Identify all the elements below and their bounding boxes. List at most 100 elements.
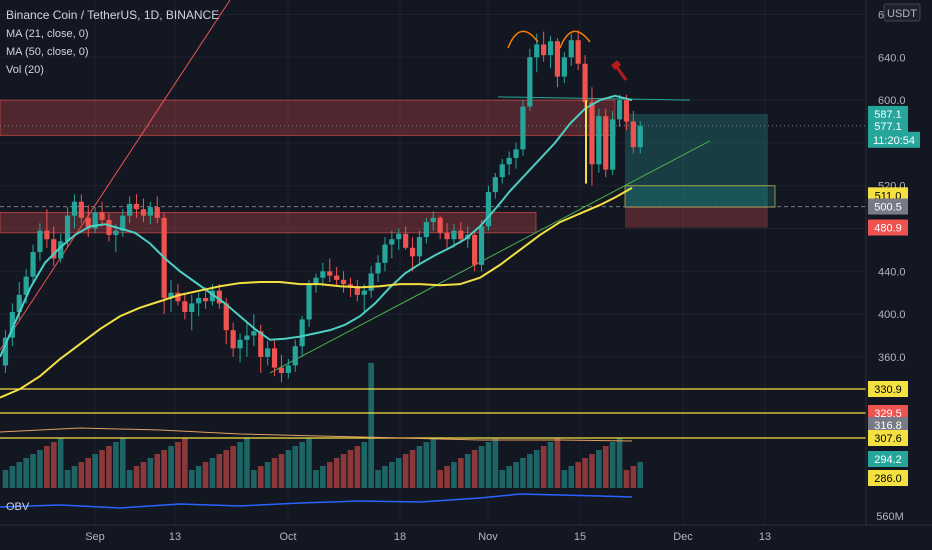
volume-bar (264, 462, 271, 488)
candle-body (106, 219, 112, 235)
x-tick-label: Nov (478, 531, 498, 543)
volume-bar (368, 363, 374, 488)
candle-body (430, 217, 436, 223)
candle-body (361, 290, 367, 295)
legend-obv[interactable]: OBV (6, 501, 30, 513)
volume-bar (251, 470, 257, 488)
x-tick-label: 13 (169, 531, 181, 543)
volume-bar (354, 446, 361, 488)
zones-layer (0, 99, 866, 234)
legend-ma21[interactable]: MA (21, close, 0) (6, 28, 89, 40)
volume-bar (623, 470, 630, 488)
candle-body (120, 215, 126, 231)
volume-bar (106, 446, 112, 488)
volume-bar (347, 450, 354, 488)
candle-body (182, 301, 188, 312)
volume-bar (361, 442, 368, 488)
volume-bar (71, 466, 78, 488)
volume-bar (458, 458, 464, 488)
trendline-steep (0, 0, 231, 351)
volume-layer (0, 363, 866, 488)
volume-bar (299, 442, 305, 488)
trendlines-layer (0, 0, 711, 374)
candle-body (423, 222, 429, 238)
candle-body (85, 217, 91, 229)
candle-body (327, 271, 333, 276)
position-inner-box (624, 185, 776, 208)
candle-body (444, 232, 450, 240)
hammer-handle-icon (614, 65, 628, 81)
candle-body (520, 106, 526, 150)
volume-bar (133, 466, 140, 488)
volume-bar (113, 442, 119, 488)
candle-body (23, 276, 29, 295)
volume-price-tag (868, 451, 908, 467)
volume-bar (630, 466, 637, 488)
volume-bar (464, 454, 471, 488)
legend-ma50[interactable]: MA (50, close, 0) (6, 46, 89, 58)
candle-body (527, 57, 533, 107)
price-tag-label: 577.1 (874, 121, 902, 133)
candle-body (306, 284, 312, 320)
volume-bar (582, 458, 588, 488)
price-tag-label: 480.9 (874, 223, 902, 235)
candle-body (458, 230, 464, 240)
position-stop-box (625, 206, 768, 228)
y-tick-label: 400.0 (878, 309, 906, 321)
volume-price-tag (868, 470, 908, 486)
volume-price-tag-label: 307.6 (874, 433, 902, 445)
volume-price-tag-label: 286.0 (874, 473, 902, 485)
volume-bar (375, 470, 381, 488)
candle-body (492, 177, 498, 193)
volume-bar (471, 450, 478, 488)
volume-price-tag (868, 430, 908, 446)
volume-bar (492, 438, 499, 488)
volume-bar (451, 462, 457, 488)
candle-body (113, 230, 119, 235)
volume-bar (616, 438, 623, 488)
candle-body (216, 290, 222, 304)
double-top-arc (507, 30, 539, 49)
candle-body (368, 273, 374, 291)
volume-bar (485, 442, 492, 488)
volume-bar (402, 454, 409, 488)
legend-vol[interactable]: Vol (20) (6, 64, 44, 76)
candle-body (472, 234, 478, 265)
volume-bar (175, 442, 181, 488)
candle-body (451, 230, 457, 240)
volume-bar (423, 442, 430, 488)
volume-bar (568, 466, 575, 488)
candle-body (133, 203, 140, 210)
candle-body (616, 100, 623, 120)
x-tick-label: 18 (394, 531, 406, 543)
volume-bar (50, 442, 57, 488)
volume-bar (216, 454, 223, 488)
ma-lines-layer (0, 94, 633, 399)
candle-body (140, 209, 147, 216)
volume-bar (533, 450, 540, 488)
candle-body (347, 284, 354, 287)
candle-body (630, 121, 636, 148)
x-tick-label: Dec (673, 531, 693, 543)
candle-body (561, 57, 567, 77)
candle-body (251, 331, 257, 336)
legend-title[interactable]: Binance Coin / TetherUS, 1D, BINANCE (6, 8, 220, 22)
candle-body (416, 237, 423, 257)
volume-bar (147, 458, 154, 488)
obv-line (0, 493, 633, 509)
candle-body (603, 116, 609, 170)
volume-bar (209, 458, 216, 488)
candle-body (223, 303, 229, 331)
y-tick-label: 600.0 (878, 95, 906, 107)
currency-badge (883, 3, 921, 22)
price-tag-label: 500.5 (874, 202, 902, 214)
volume-bar (513, 462, 519, 488)
volume-bar (168, 446, 174, 488)
candle-body (202, 298, 209, 302)
volume-bar (230, 446, 236, 488)
candle-body (299, 319, 305, 347)
candle-body (271, 348, 278, 368)
candle-body (37, 230, 43, 253)
volume-bar (589, 454, 595, 488)
